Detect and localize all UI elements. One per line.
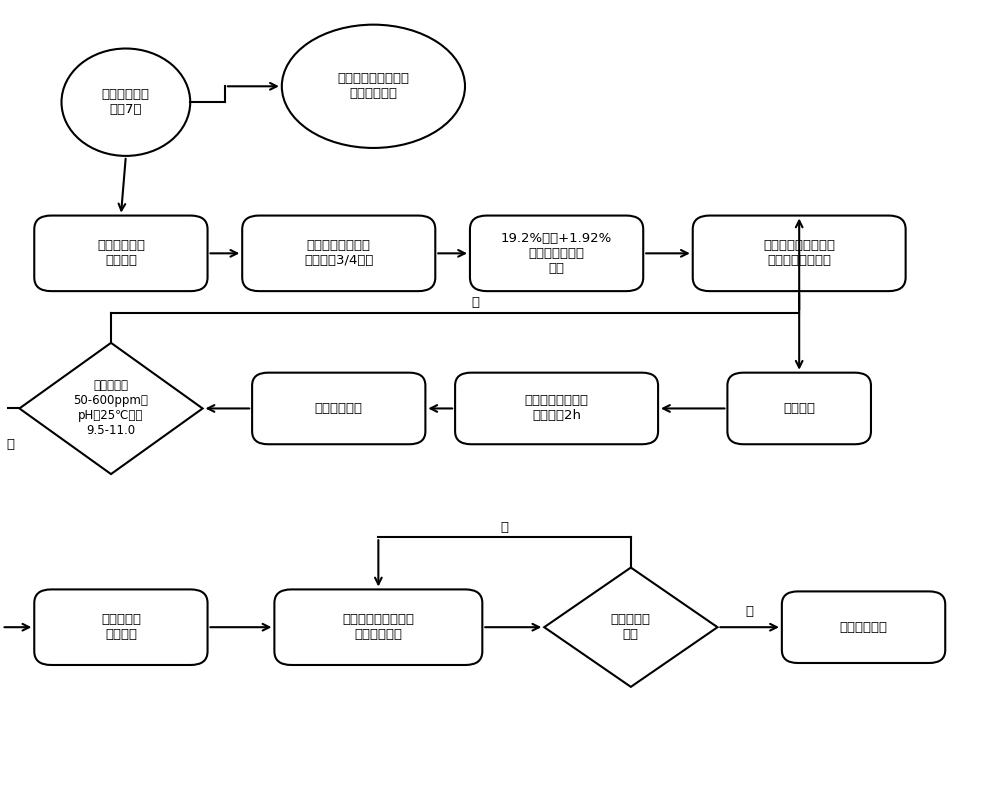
Text: 延长取样频率: 延长取样频率 [840,621,888,634]
Text: 化学取样分析: 化学取样分析 [315,402,363,415]
Text: 根据目标浓度，计算
加药量和加药时间: 根据目标浓度，计算 加药量和加药时间 [763,239,835,268]
Text: 辅助锅炉和给水箱
循环运行2h: 辅助锅炉和给水箱 循环运行2h [525,394,589,422]
Text: 保养范围：辅助锅炉
本体、给水箱: 保养范围：辅助锅炉 本体、给水箱 [337,72,409,100]
Text: 联氨浓度：
50-600ppm、
pH（25℃）：
9.5-11.0: 联氨浓度： 50-600ppm、 pH（25℃）： 9.5-11.0 [74,380,148,437]
Text: 系统计划停运
超过7天: 系统计划停运 超过7天 [102,88,150,116]
Text: 辅助锅炉处于
冷停状态: 辅助锅炉处于 冷停状态 [97,239,145,268]
Text: 停泵，进入
保养状态: 停泵，进入 保养状态 [101,614,141,642]
Text: 启泵加药: 启泵加药 [783,402,815,415]
Text: 19.2%联氨+1.92%
氨的混合溶液的
配制: 19.2%联氨+1.92% 氨的混合溶液的 配制 [501,231,612,275]
Text: 辅助锅炉和给水箱
中注水至3/4液位: 辅助锅炉和给水箱 中注水至3/4液位 [304,239,373,268]
Text: 否: 否 [471,296,479,309]
Text: 是: 是 [7,438,15,451]
Text: 化学定期取样分析，
跟踪水质变化: 化学定期取样分析， 跟踪水质变化 [342,614,414,642]
Text: 是: 是 [746,605,754,618]
Text: 联氨浓度已
稳定: 联氨浓度已 稳定 [611,614,651,642]
Text: 否: 否 [501,521,509,534]
